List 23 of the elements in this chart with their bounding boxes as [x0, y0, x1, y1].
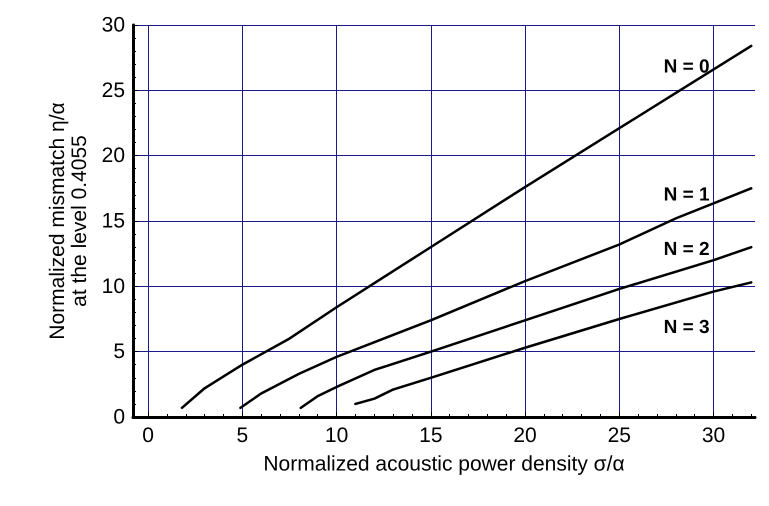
series-label: N = 0 [664, 56, 710, 78]
x-tick-label: 20 [513, 424, 537, 447]
y-tick-label: 20 [102, 144, 125, 168]
y-axis-title: Normalized mismatch η/α at the level 0.4055 [46, 102, 92, 340]
x-tick-label: 5 [236, 424, 248, 447]
y-tick-label: 25 [102, 78, 125, 102]
y-tick-label: 15 [102, 210, 125, 232]
y-tick-label: 30 [102, 14, 125, 36]
y-tick-label: 5 [113, 340, 125, 364]
x-tick-label: 15 [419, 424, 442, 447]
line-series [180, 44, 752, 410]
y-tick-label: 10 [102, 274, 125, 298]
x-tick-label: 25 [608, 424, 631, 447]
line-series [354, 281, 752, 406]
x-axis-title: Normalized acoustic power density σ/α [263, 452, 625, 476]
series-label: N = 3 [664, 316, 710, 338]
x-tick-label: 0 [142, 424, 154, 447]
series-label: N = 1 [664, 184, 710, 206]
x-tick-label: 10 [324, 424, 348, 447]
line-series [239, 187, 752, 410]
y-tick-label: 0 [113, 406, 125, 428]
series-label: N = 2 [664, 238, 710, 260]
x-tick-label: 30 [702, 424, 726, 447]
